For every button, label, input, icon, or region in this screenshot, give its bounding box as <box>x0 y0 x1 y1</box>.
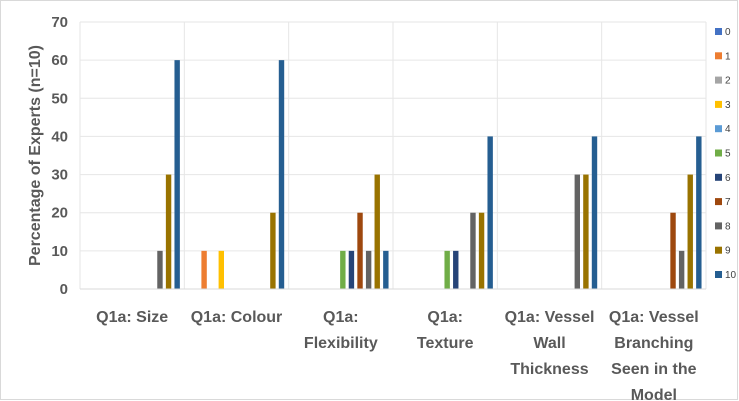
bar-8-cat-0 <box>157 250 163 289</box>
legend-label-6: 6 <box>725 173 731 184</box>
legend-label-8: 8 <box>725 221 731 232</box>
legend-swatch-7 <box>715 198 722 206</box>
bar-10-cat-4 <box>591 136 598 289</box>
category-label: Q1a: Colour <box>191 309 283 326</box>
y-tick-label: 40 <box>51 128 68 145</box>
bar-10-cat-1 <box>278 60 285 290</box>
bar-9-cat-3 <box>478 212 485 289</box>
legend-swatch-3 <box>715 100 722 108</box>
y-tick-label: 20 <box>51 205 68 222</box>
bar-10-cat-0 <box>174 60 180 290</box>
bar-8-cat-5 <box>678 250 685 289</box>
legend-label-9: 9 <box>725 246 731 257</box>
bar-7-cat-5 <box>670 212 676 289</box>
bar-8-cat-4 <box>574 174 580 289</box>
legend-swatch-8 <box>715 222 722 230</box>
y-tick-label: 0 <box>60 281 68 298</box>
bar-6-cat-3 <box>453 250 459 289</box>
bar-9-cat-0 <box>165 174 172 289</box>
category-label: Q1a: Size <box>96 309 168 326</box>
y-tick-label: 70 <box>51 14 68 31</box>
legend-swatch-10 <box>715 271 722 278</box>
y-tick-label: 10 <box>51 243 68 260</box>
bar-9-cat-4 <box>583 174 589 289</box>
bar-10-cat-5 <box>696 136 702 289</box>
category-label: Thickness <box>510 361 588 378</box>
bar-10-cat-2 <box>383 250 389 289</box>
bar-7-cat-2 <box>357 212 363 289</box>
y-tick-label: 60 <box>51 52 68 69</box>
category-label: Model <box>631 387 677 401</box>
bar-9-cat-2 <box>374 174 380 289</box>
category-label: Wall <box>533 335 565 352</box>
category-label: Texture <box>417 335 474 352</box>
bar-3-cat-1 <box>218 250 224 289</box>
legend-swatch-9 <box>715 246 722 254</box>
category-label: Q1a: Vessel <box>505 309 595 326</box>
bar-6-cat-2 <box>348 250 355 289</box>
legend-swatch-4 <box>715 125 722 133</box>
category-label: Seen in the <box>611 361 696 378</box>
bar-8-cat-2 <box>365 250 372 289</box>
legend-label-0: 0 <box>725 27 731 38</box>
legend-label-10: 10 <box>725 270 737 281</box>
category-label: Q1a: <box>323 309 359 326</box>
legend-swatch-0 <box>715 28 722 35</box>
category-label: Q1a: <box>427 309 463 326</box>
legend-label-5: 5 <box>725 149 731 160</box>
category-label: Flexibility <box>304 335 378 352</box>
bar-10-cat-3 <box>487 136 493 289</box>
legend-swatch-5 <box>715 149 722 157</box>
category-label: Q1a: Vessel <box>609 309 699 326</box>
y-axis-title: Percentage of Experts (n=10) <box>27 45 44 266</box>
bar-1-cat-1 <box>201 250 207 289</box>
bar-9-cat-5 <box>687 174 693 289</box>
legend-label-4: 4 <box>725 124 731 135</box>
legend-label-3: 3 <box>725 100 731 111</box>
category-label: Branching <box>614 335 693 352</box>
bar-5-cat-2 <box>340 250 346 289</box>
legend-label-1: 1 <box>725 51 731 62</box>
bar-9-cat-1 <box>270 212 276 289</box>
bar-5-cat-3 <box>444 250 450 289</box>
legend-label-2: 2 <box>725 76 731 87</box>
y-tick-label: 30 <box>51 167 68 184</box>
legend-label-7: 7 <box>725 197 731 208</box>
legend-swatch-2 <box>715 76 722 84</box>
bar-8-cat-3 <box>470 212 476 289</box>
y-tick-label: 50 <box>51 90 68 107</box>
legend-swatch-1 <box>715 52 722 60</box>
legend-swatch-6 <box>715 173 722 181</box>
